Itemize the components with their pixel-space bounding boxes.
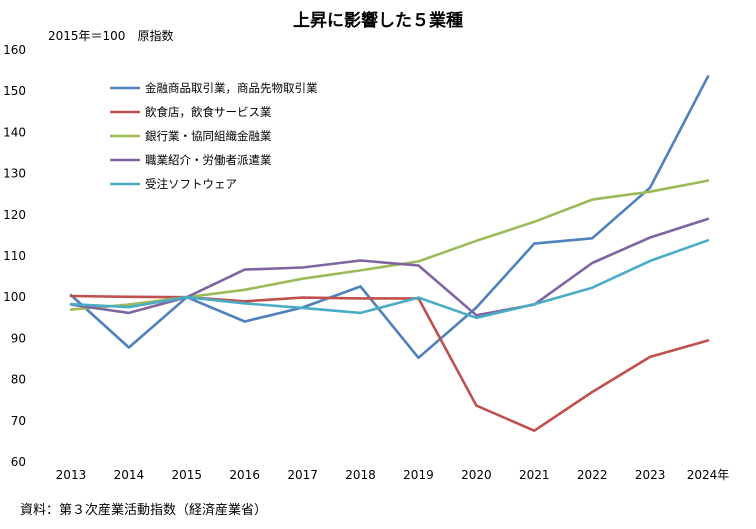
legend-label: 飲食店，飲食サービス業	[145, 105, 272, 119]
series-line-5	[69, 239, 710, 320]
source-note: 資料：第３次産業活動指数（経済産業省）	[20, 502, 267, 518]
series-lines	[69, 75, 710, 433]
index-note: 2015年＝100 原指数	[48, 28, 173, 43]
x-tick-label: 2016	[229, 468, 260, 482]
x-tick-label: 2022	[577, 468, 608, 482]
legend: 金融商品取引業，商品先物取引業飲食店，飲食サービス業銀行業・協同組織金融業職業紹…	[110, 81, 318, 191]
x-tick-label: 2021	[519, 468, 550, 482]
legend-label: 金融商品取引業，商品先物取引業	[145, 81, 318, 95]
legend-label: 受注ソフトウェア	[145, 177, 237, 191]
series-line-3	[69, 179, 710, 311]
legend-label: 銀行業・協同組織金融業	[145, 129, 272, 143]
y-tick-label: 80	[11, 373, 26, 387]
y-tick-label: 100	[3, 290, 26, 304]
y-tick-label: 140	[3, 125, 26, 139]
y-tick-label: 150	[3, 84, 26, 98]
x-tick-label: 2014	[114, 468, 145, 482]
chart-title: 上昇に影響した５業種	[293, 10, 463, 31]
x-tick-label: 2013	[56, 468, 87, 482]
x-tick-label: 2020	[461, 468, 492, 482]
y-tick-label: 160	[3, 43, 26, 57]
x-tick-label: 2017	[287, 468, 318, 482]
x-tick-label: 2018	[345, 468, 376, 482]
y-tick-label: 60	[11, 455, 26, 469]
y-tick-label: 130	[3, 167, 26, 181]
y-tick-label: 120	[3, 208, 26, 222]
y-axis: 60 70 80 90 100 110 120 130 140 150 160	[3, 43, 26, 469]
y-tick-label: 90	[11, 331, 26, 345]
x-tick-label: 2023	[635, 468, 666, 482]
x-tick-label: 2024年	[687, 468, 730, 482]
y-tick-label: 110	[3, 249, 26, 263]
x-tick-label: 2015	[172, 468, 203, 482]
series-line-1	[69, 75, 710, 360]
legend-label: 職業紹介・労働者派遣業	[145, 153, 272, 167]
x-tick-label: 2019	[403, 468, 434, 482]
y-tick-label: 70	[11, 414, 26, 428]
x-axis: 2013 2014 2015 2016 2017 2018 2019 2020 2021 2022…	[56, 468, 730, 482]
